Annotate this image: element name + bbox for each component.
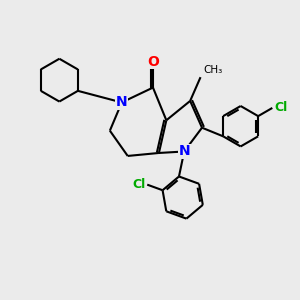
Text: N: N [116, 95, 128, 110]
Text: O: O [147, 55, 159, 69]
Text: Cl: Cl [133, 178, 146, 191]
Text: N: N [178, 145, 190, 158]
Text: Cl: Cl [275, 101, 288, 114]
Text: CH₃: CH₃ [203, 65, 222, 75]
